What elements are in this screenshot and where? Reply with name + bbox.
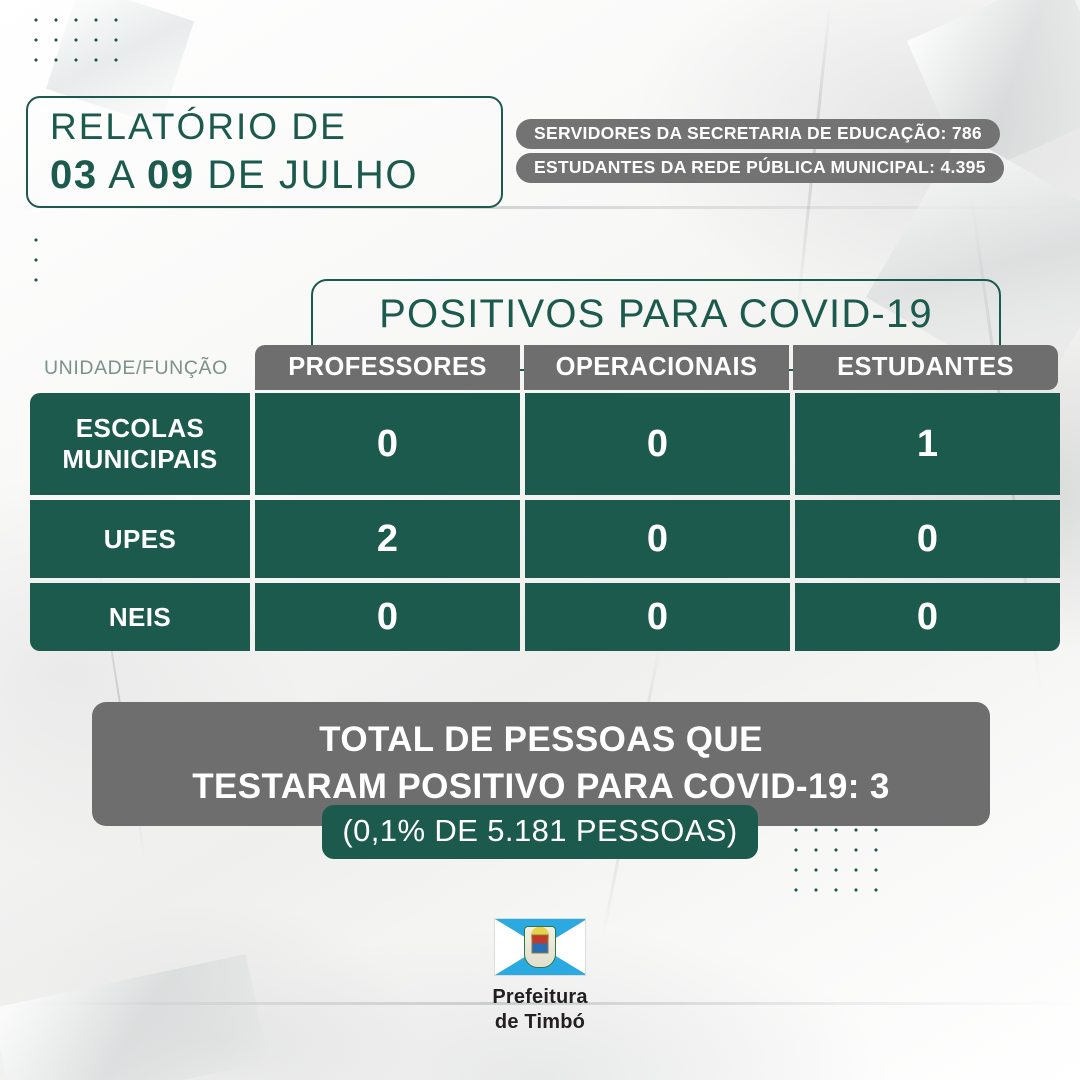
date-month: DE JULHO xyxy=(194,153,419,197)
total-line-1: TOTAL DE PESSOAS QUE xyxy=(319,720,763,759)
timbo-flag-icon xyxy=(494,918,586,976)
stat-pill-servidores: SERVIDORES DA SECRETARIA DE EDUCAÇÃO: 78… xyxy=(516,119,1000,149)
table-row: NEIS 0 0 0 xyxy=(30,583,1060,651)
coat-of-arms-icon xyxy=(524,926,556,968)
cell-upes-operacionais: 0 xyxy=(525,500,790,578)
logo-line-1: Prefeitura xyxy=(492,986,588,1008)
footer: Prefeitura de Timbó xyxy=(0,918,1080,1035)
total-line-2: TESTARAM POSITIVO PARA COVID-19: 3 xyxy=(192,767,890,806)
column-header-estudantes: ESTUDANTES xyxy=(793,345,1058,390)
cell-escolas-estudantes: 1 xyxy=(795,393,1060,495)
row-label-escolas-municipais: ESCOLAS MUNICIPAIS xyxy=(30,393,250,495)
percentage-note: (0,1% DE 5.181 PESSOAS) xyxy=(322,805,758,859)
stats-pill-group: SERVIDORES DA SECRETARIA DE EDUCAÇÃO: 78… xyxy=(516,119,1004,187)
table-corner-label: UNIDADE/FUNÇÃO xyxy=(44,357,228,379)
cell-neis-operacionais: 0 xyxy=(525,583,790,651)
row-label-neis: NEIS xyxy=(30,583,250,651)
row-label-upes: UPES xyxy=(30,500,250,578)
cell-neis-estudantes: 0 xyxy=(795,583,1060,651)
stat-pill-estudantes: ESTUDANTES DA REDE PÚBLICA MUNICIPAL: 4.… xyxy=(516,153,1004,183)
cell-neis-professores: 0 xyxy=(255,583,520,651)
report-title-line1: RELATÓRIO DE xyxy=(50,106,347,147)
logo-text: Prefeitura de Timbó xyxy=(0,985,1080,1035)
table-row: UPES 2 0 0 xyxy=(30,500,1060,578)
table-body: ESCOLAS MUNICIPAIS 0 0 1 UPES 2 0 0 NEIS… xyxy=(30,393,1060,651)
date-start: 03 xyxy=(50,153,98,197)
cell-escolas-professores: 0 xyxy=(255,393,520,495)
logo-line-2: de Timbó xyxy=(494,1011,586,1033)
table-header-row: PROFESSORES OPERACIONAIS ESTUDANTES xyxy=(255,345,1058,390)
date-conjunction: A xyxy=(97,153,147,197)
column-header-professores: PROFESSORES xyxy=(255,345,520,390)
report-title-box: RELATÓRIO DE 03 A 09 DE JULHO xyxy=(26,96,503,208)
table-row: ESCOLAS MUNICIPAIS 0 0 1 xyxy=(30,393,1060,495)
date-end: 09 xyxy=(147,153,195,197)
cell-upes-professores: 2 xyxy=(255,500,520,578)
column-header-operacionais: OPERACIONAIS xyxy=(524,345,789,390)
cell-upes-estudantes: 0 xyxy=(795,500,1060,578)
cell-escolas-operacionais: 0 xyxy=(525,393,790,495)
report-date-range: 03 A 09 DE JULHO xyxy=(50,150,501,200)
